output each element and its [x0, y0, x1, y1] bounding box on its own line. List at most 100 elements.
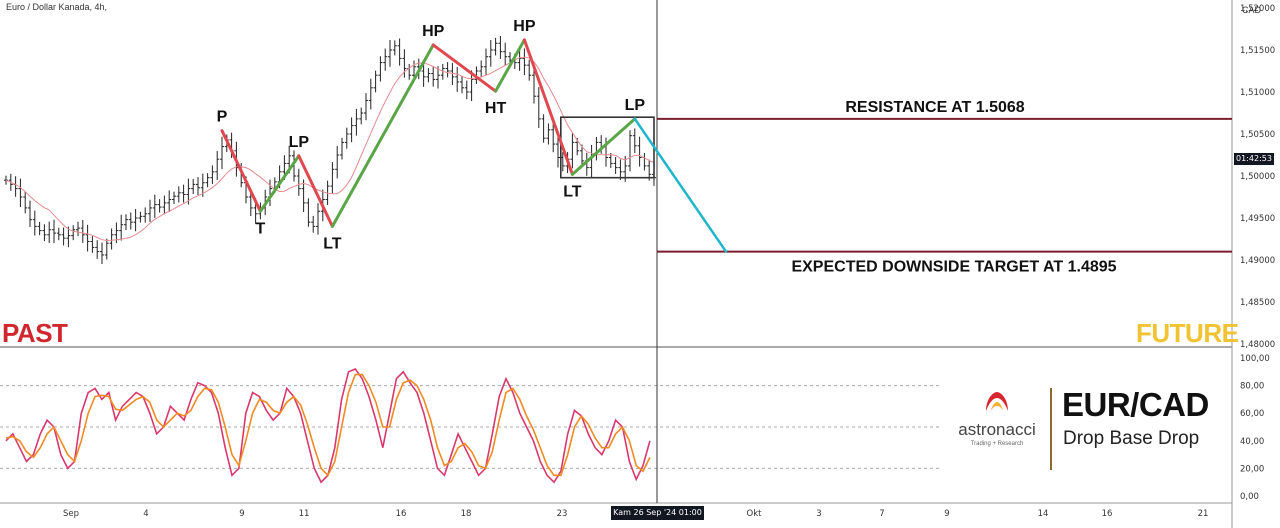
price-bar — [196, 177, 200, 196]
price-bar — [426, 68, 431, 83]
time-tick-label: 9 — [944, 509, 949, 519]
time-tick-label: 16 — [396, 509, 407, 519]
stoch-tick-label: 60,00 — [1240, 409, 1264, 419]
price-panel[interactable] — [4, 36, 656, 265]
up-leg — [570, 117, 637, 176]
price-bar — [95, 240, 100, 259]
price-bar — [503, 42, 508, 66]
price-bar — [392, 40, 397, 56]
price-bar — [628, 130, 632, 172]
price-bar — [608, 152, 613, 168]
price-bar — [378, 56, 383, 82]
price-bar — [152, 194, 157, 218]
price-bar — [407, 63, 412, 80]
swing-label: HP — [513, 18, 536, 35]
level-label: EXPECTED DOWNSIDE TARGET AT 1.4895 — [791, 259, 1116, 276]
down-leg — [220, 129, 262, 213]
price-bar — [13, 176, 18, 197]
price-bar — [479, 60, 484, 78]
price-bar — [90, 236, 95, 253]
price-bar — [80, 219, 85, 243]
price-countdown-tag: 01:42:53 — [1234, 153, 1274, 165]
price-tick-label: 1,49000 — [1240, 256, 1275, 266]
price-bar — [431, 66, 436, 87]
stoch-tick-label: 0,00 — [1240, 492, 1259, 502]
price-bar — [52, 219, 56, 244]
price-bar — [498, 36, 503, 59]
annotations: RESISTANCE AT 1.5068 EXPECTED DOWNSIDE TA… — [217, 18, 1232, 276]
price-bar — [594, 136, 599, 161]
price-bar — [388, 40, 392, 67]
price-bar — [172, 191, 176, 205]
up-leg — [330, 43, 435, 228]
price-bar — [440, 63, 445, 80]
price-bar — [104, 238, 109, 260]
level-label: RESISTANCE AT 1.5068 — [845, 99, 1024, 116]
price-tick-label: 1,50000 — [1240, 172, 1275, 182]
price-bar — [143, 207, 148, 223]
price-bar — [613, 157, 618, 174]
price-bar — [109, 228, 114, 250]
price-bar — [455, 66, 460, 92]
price-bar — [464, 80, 469, 100]
price-bar — [296, 168, 301, 196]
price-bar — [556, 134, 560, 168]
price-bar — [373, 70, 378, 93]
price-bar — [210, 165, 215, 185]
price-bar — [344, 127, 349, 149]
price-bar — [330, 162, 335, 194]
price-tick-label: 1,51000 — [1240, 88, 1275, 98]
price-tick-label: 1,49500 — [1240, 214, 1275, 224]
stoch-tick-label: 40,00 — [1240, 437, 1264, 447]
price-bar — [71, 225, 76, 241]
price-tick-label: 1,48000 — [1240, 340, 1275, 350]
crosshair-date-tag: Kam 26 Sep '24 01:00 — [611, 506, 704, 520]
price-bar — [18, 178, 23, 207]
stochastic-panel — [0, 368, 940, 484]
price-bar — [66, 226, 71, 248]
price-bar — [354, 108, 359, 136]
price-bar — [589, 145, 594, 178]
price-bar — [37, 221, 42, 236]
price-bar — [383, 48, 388, 71]
price-bar — [402, 49, 407, 78]
up-leg — [494, 38, 526, 93]
price-bar — [162, 195, 167, 215]
swing-label: HP — [422, 23, 445, 40]
swing-label: LP — [625, 97, 646, 114]
stoch-tick-label: 20,00 — [1240, 464, 1264, 474]
price-bar — [484, 48, 488, 75]
time-tick-label: 3 — [816, 509, 821, 519]
stoch-tick-label: 80,00 — [1240, 382, 1264, 392]
pair-title: EUR/CAD — [1062, 386, 1209, 423]
price-bar — [186, 178, 191, 205]
price-bar — [215, 151, 220, 180]
price-bar — [176, 186, 181, 203]
price-bar — [637, 136, 642, 167]
time-tick-label: 18 — [461, 509, 472, 519]
down-leg — [297, 154, 334, 228]
currency-label: CAD — [1242, 5, 1262, 15]
stoch-tick-label: 100,00 — [1240, 354, 1270, 364]
price-bar — [181, 184, 186, 203]
price-bar — [76, 221, 80, 237]
price-bar — [580, 144, 584, 168]
price-tick-label: 1,50500 — [1240, 130, 1275, 140]
price-bar — [220, 136, 224, 170]
time-tick-label: 21 — [1198, 509, 1209, 519]
price-bar — [61, 227, 66, 246]
price-bar — [28, 200, 32, 227]
price-bar — [200, 173, 205, 197]
price-bar — [316, 203, 320, 235]
price-bar — [570, 133, 575, 169]
past-label: PAST — [2, 318, 68, 348]
swing-label: LP — [289, 134, 310, 151]
future-label: FUTURE — [1136, 318, 1239, 348]
price-bar — [56, 227, 61, 241]
brand-block: astronacci Trading + Research — [952, 389, 1042, 447]
time-tick-label: Okt — [747, 509, 763, 519]
price-bar — [42, 224, 47, 242]
price-bar — [124, 214, 128, 231]
